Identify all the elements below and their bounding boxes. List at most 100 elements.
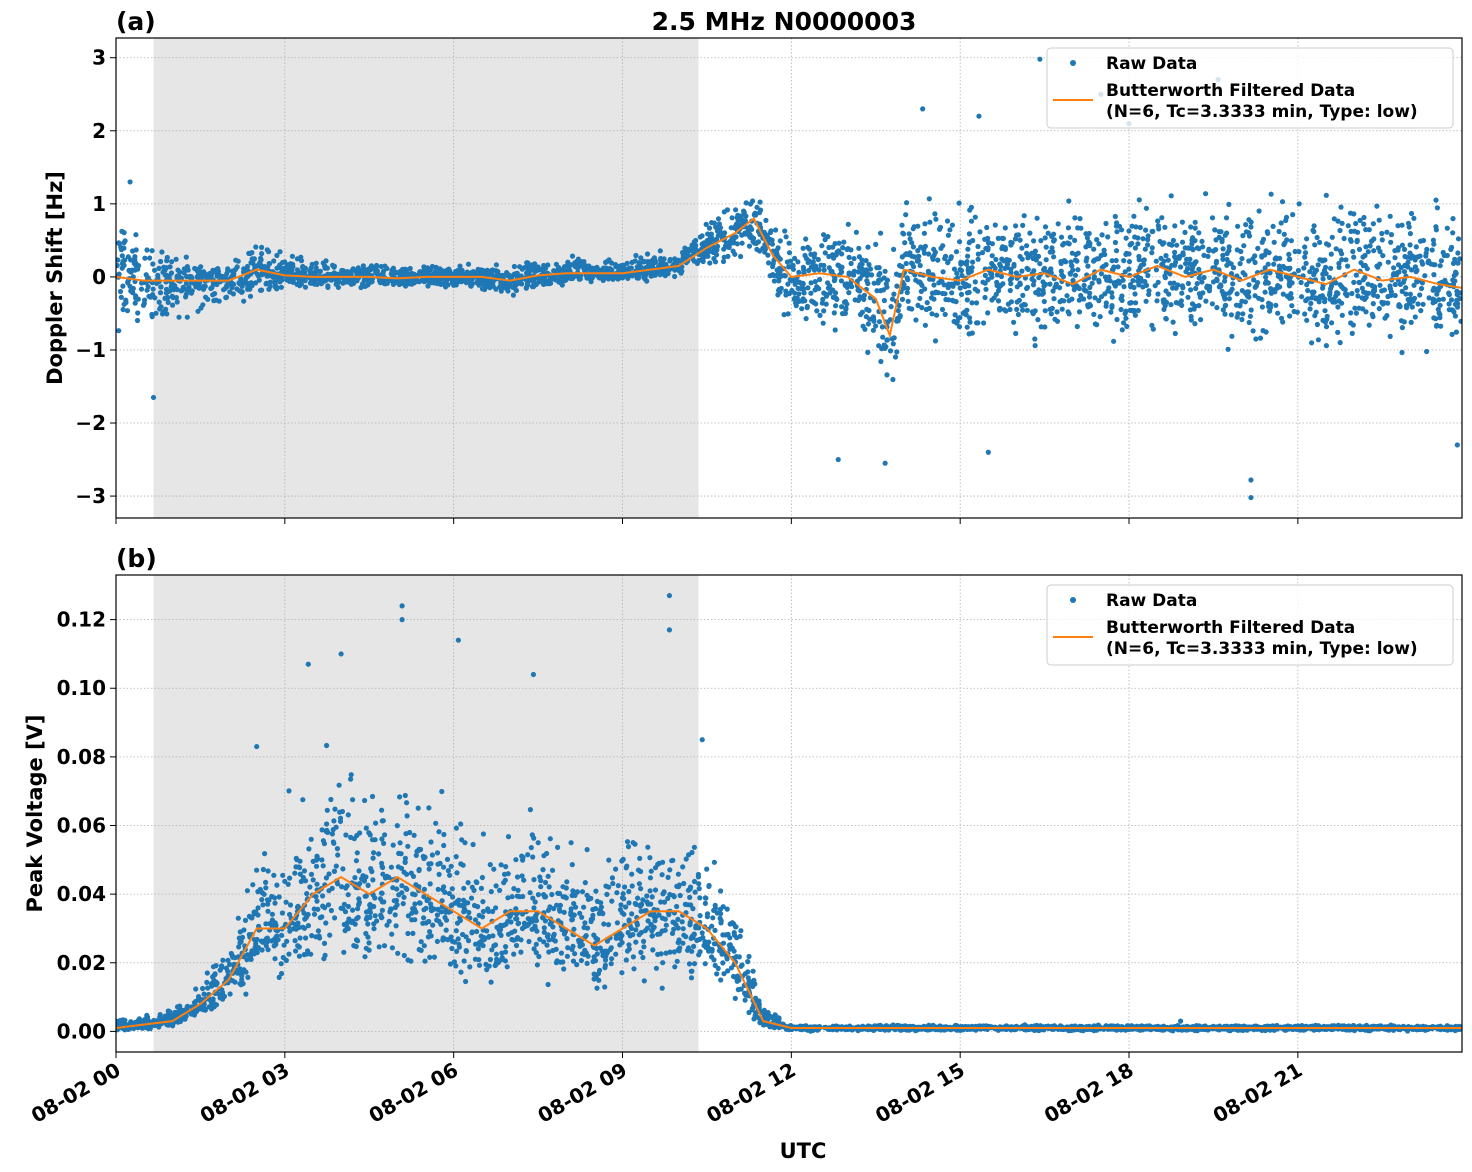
raw-data-point bbox=[843, 305, 849, 311]
raw-data-point bbox=[697, 234, 703, 240]
raw-data-point bbox=[766, 260, 772, 266]
raw-data-point bbox=[249, 915, 255, 921]
raw-data-point bbox=[1339, 257, 1345, 263]
raw-data-point bbox=[1145, 237, 1151, 243]
raw-data-point bbox=[638, 908, 644, 914]
raw-data-point bbox=[360, 263, 366, 269]
raw-data-point bbox=[333, 863, 339, 869]
raw-data-point bbox=[1392, 248, 1398, 254]
raw-data-point bbox=[1253, 336, 1259, 342]
raw-data-point bbox=[918, 280, 924, 287]
raw-data-point bbox=[899, 222, 905, 228]
raw-data-point bbox=[227, 289, 233, 295]
raw-data-point bbox=[428, 839, 434, 845]
raw-data-point bbox=[453, 928, 459, 934]
raw-data-point bbox=[1432, 262, 1438, 268]
raw-data-point bbox=[239, 973, 245, 979]
raw-data-point bbox=[933, 216, 939, 222]
raw-data-point bbox=[511, 263, 517, 270]
raw-data-point bbox=[1360, 254, 1366, 260]
raw-data-point bbox=[411, 832, 417, 838]
raw-data-point bbox=[660, 960, 666, 966]
raw-data-point bbox=[728, 225, 734, 231]
raw-data-point bbox=[342, 928, 348, 934]
raw-data-point bbox=[145, 275, 151, 281]
raw-data-point bbox=[1396, 269, 1402, 275]
raw-data-point bbox=[743, 200, 749, 206]
raw-data-point bbox=[667, 949, 673, 955]
raw-data-point bbox=[319, 827, 325, 833]
raw-data-point bbox=[1239, 256, 1245, 262]
raw-data-point bbox=[988, 271, 994, 277]
raw-data-point bbox=[959, 260, 966, 266]
raw-data-point bbox=[501, 871, 508, 877]
raw-data-point bbox=[1020, 222, 1026, 228]
raw-data-point bbox=[1174, 242, 1180, 248]
raw-data-point bbox=[1049, 305, 1055, 311]
raw-data-point bbox=[183, 254, 189, 260]
raw-data-point bbox=[141, 300, 147, 307]
raw-data-point bbox=[897, 262, 903, 269]
raw-data-point bbox=[149, 311, 155, 318]
raw-data-point bbox=[1328, 265, 1334, 271]
raw-data-point bbox=[648, 901, 654, 907]
raw-data-point bbox=[1200, 290, 1206, 296]
raw-data-point bbox=[443, 270, 449, 276]
raw-data-point bbox=[531, 905, 537, 911]
raw-data-point bbox=[163, 306, 169, 312]
raw-data-point bbox=[305, 923, 311, 929]
raw-data-point bbox=[593, 945, 600, 952]
raw-data-point bbox=[384, 265, 390, 272]
raw-data-point bbox=[308, 871, 315, 878]
raw-data-point bbox=[1214, 305, 1220, 311]
raw-data-point bbox=[804, 305, 810, 311]
raw-data-point bbox=[1084, 235, 1090, 241]
raw-data-point bbox=[1042, 308, 1048, 314]
raw-data-point bbox=[199, 273, 205, 279]
raw-data-point bbox=[1451, 309, 1457, 315]
raw-data-point bbox=[1363, 227, 1369, 233]
raw-data-point bbox=[1410, 298, 1416, 304]
raw-data-point bbox=[887, 317, 893, 323]
raw-data-point bbox=[1433, 197, 1439, 203]
raw-data-point bbox=[1341, 235, 1347, 242]
raw-data-point bbox=[1002, 225, 1008, 231]
raw-data-point bbox=[917, 295, 923, 301]
raw-data-point bbox=[342, 279, 348, 285]
raw-data-point bbox=[421, 915, 427, 921]
raw-data-point bbox=[993, 256, 999, 263]
raw-data-point bbox=[757, 248, 763, 254]
raw-data-point bbox=[1365, 249, 1371, 255]
raw-data-point bbox=[297, 935, 303, 941]
raw-data-point bbox=[246, 932, 252, 938]
raw-data-point bbox=[1375, 245, 1381, 251]
raw-data-point bbox=[1267, 270, 1273, 276]
raw-data-point bbox=[1239, 298, 1245, 304]
raw-data-point bbox=[975, 243, 981, 250]
raw-data-point bbox=[1150, 326, 1156, 332]
raw-data-point bbox=[262, 851, 268, 857]
raw-data-point bbox=[1135, 235, 1141, 241]
raw-data-point bbox=[426, 866, 432, 872]
raw-data-point bbox=[1081, 282, 1087, 289]
raw-data-point bbox=[343, 885, 349, 891]
raw-data-point bbox=[1083, 288, 1089, 294]
raw-data-point bbox=[511, 886, 517, 892]
raw-data-point bbox=[972, 279, 978, 285]
raw-data-point bbox=[748, 234, 754, 241]
raw-data-point bbox=[1397, 304, 1403, 310]
raw-data-point bbox=[1050, 249, 1056, 255]
raw-data-point bbox=[242, 917, 249, 924]
raw-data-point bbox=[314, 281, 320, 287]
raw-data-point bbox=[747, 201, 754, 207]
raw-data-point bbox=[556, 890, 563, 897]
raw-data-point bbox=[1328, 251, 1334, 257]
raw-data-point bbox=[821, 267, 827, 273]
raw-data-point bbox=[674, 259, 681, 265]
raw-data-point bbox=[1067, 234, 1073, 240]
raw-data-point bbox=[884, 337, 891, 343]
raw-data-point bbox=[1418, 308, 1424, 314]
raw-data-point bbox=[665, 895, 671, 902]
raw-data-point bbox=[421, 943, 427, 949]
raw-data-point bbox=[792, 276, 798, 283]
